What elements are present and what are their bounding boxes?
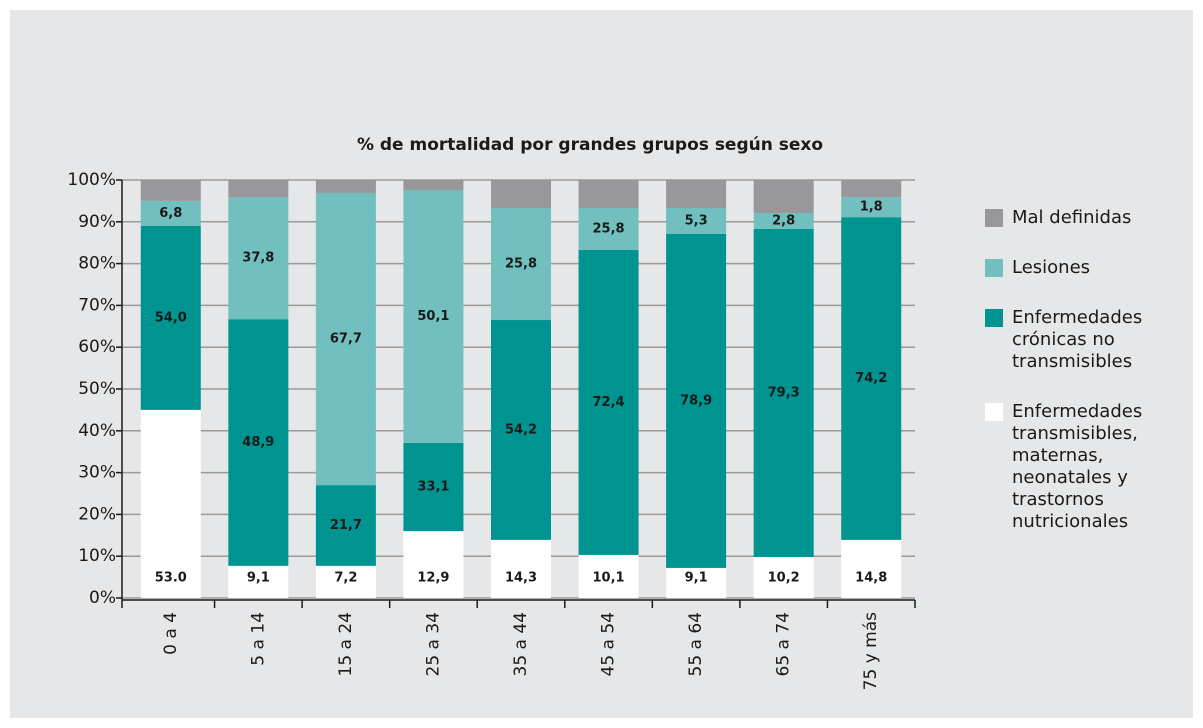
bar-segment [841,197,902,218]
x-tick-label: 45 a 54 [599,612,619,677]
legend-swatch [985,259,1003,277]
segment-label: 10,2 [768,571,800,586]
y-tick-label: 70% [78,295,116,315]
bar-segment [491,320,551,540]
bar-segment [578,249,639,555]
legend-label: Enfermedades crónicas no transmisibles [1012,307,1142,372]
bar-segment [140,180,201,201]
bar-segment [315,565,376,598]
segment-label: 72,4 [593,395,625,410]
y-tick-label: 90% [78,212,116,232]
segment-label: 9,1 [685,571,708,586]
legend-label: Enfermedades transmisibles, maternas, neona… [1012,401,1142,532]
bar-segment [666,567,727,598]
segment-label: 25,8 [593,221,625,236]
segment-label: 12,9 [417,571,449,586]
x-tick-label: 0 a 4 [161,612,181,655]
x-tick-label: 65 a 74 [774,612,794,677]
bar-segment [578,208,639,250]
segment-label: 1,8 [860,200,883,215]
bar-segment [140,409,201,598]
y-tick-label: 10% [78,546,116,566]
bar-segment [578,180,639,209]
bar-segment [403,180,464,191]
segment-label: 53.0 [155,571,187,586]
chart-title: % de mortalidad por grandes grupos según… [357,135,823,155]
bar-segment [228,565,289,598]
bar-segment [666,208,727,234]
segment-label: 5,3 [685,213,708,228]
bar-segment [403,190,464,443]
segment-label: 2,8 [772,213,795,228]
bar-segment [491,208,551,321]
x-tick-label: 5 a 14 [248,612,268,666]
segment-label: 6,8 [159,206,182,221]
bar-segment [491,180,551,209]
segment-label: 54,0 [155,310,187,325]
y-tick-label: 100% [67,170,116,190]
bar-segment [841,180,902,198]
bar-segment [841,217,902,540]
bar-segment [315,485,376,566]
bar-segment [753,213,814,229]
segment-label: 10,1 [593,571,625,586]
segment-label: 78,9 [680,393,712,408]
x-tick-label: 15 a 24 [336,612,356,677]
bar-segment [491,539,551,598]
y-tick-label: 0% [89,588,116,608]
x-tick-label: 55 a 64 [686,612,706,677]
y-tick-label: 80% [78,254,116,274]
bar-segment [666,233,727,568]
segment-label: 14,3 [505,571,537,586]
segment-label: 74,2 [855,371,887,386]
segment-label: 9,1 [247,571,270,586]
legend-label: Lesiones [1012,257,1090,278]
segment-label: 25,8 [505,257,537,272]
x-tick-label: 25 a 34 [423,612,443,677]
bar-segment [403,531,464,598]
bar-segment [228,319,289,566]
segment-label: 50,1 [417,309,449,324]
segment-label: 54,2 [505,422,537,437]
y-tick-label: 30% [78,463,116,483]
bar-segment [315,192,376,486]
y-tick-label: 40% [78,421,116,441]
bar-segment [666,180,727,209]
segment-label: 7,2 [334,571,357,586]
x-tick-label: 75 y más [861,612,881,690]
segment-label: 37,8 [242,251,274,266]
segment-label: 33,1 [417,480,449,495]
legend-swatch [985,403,1003,421]
y-tick-label: 20% [78,504,116,524]
y-tick-label: 60% [78,337,116,357]
bar-segment [140,200,201,226]
bar-segment [578,554,639,598]
bar-segment [315,180,376,193]
y-tick-label: 50% [78,379,116,399]
bar-segment [228,180,289,198]
bar-segment [753,228,814,558]
segment-label: 67,7 [330,332,362,347]
x-tick-label: 35 a 44 [511,612,531,677]
segment-label: 79,3 [768,385,800,400]
segment-label: 14,8 [855,571,887,586]
bar-segment [753,557,814,598]
segment-label: 21,7 [330,518,362,533]
bar-segment [841,539,902,598]
legend-label: Mal definidas [1012,207,1131,228]
bar-segment [228,197,289,320]
bar-segment [403,442,464,532]
segment-label: 48,9 [242,435,274,450]
bar-segment [753,180,814,214]
legend-swatch [985,309,1003,327]
bar-segment [140,225,201,410]
legend-swatch [985,209,1003,227]
